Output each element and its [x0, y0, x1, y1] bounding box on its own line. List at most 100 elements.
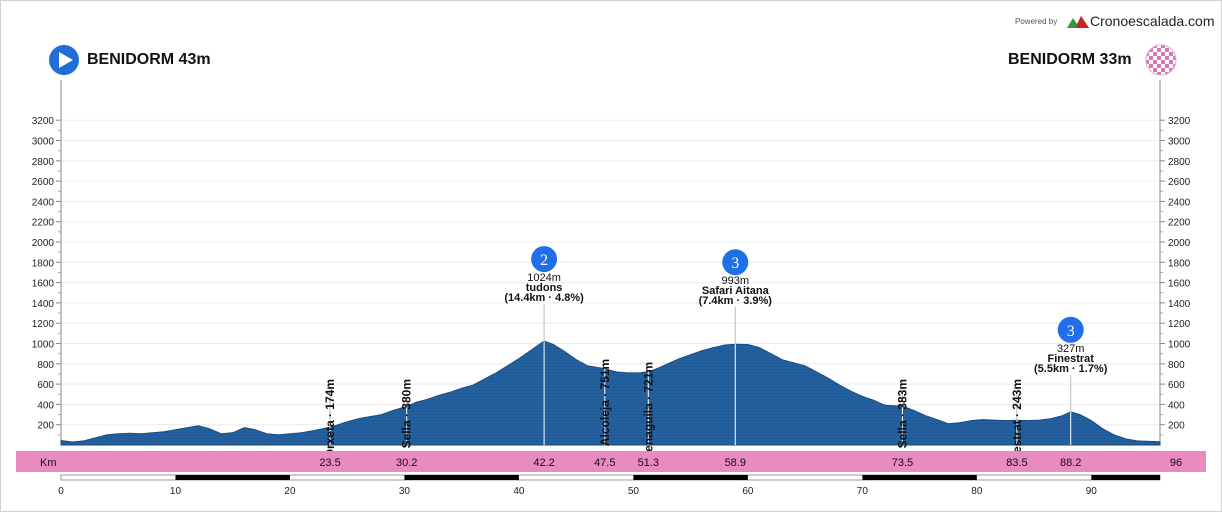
checker-square [1161, 45, 1165, 48]
y-tick-label: 1400 [1168, 299, 1191, 310]
checker-square [1149, 64, 1153, 68]
y-tick-label: 600 [37, 380, 54, 391]
checker-square [1169, 68, 1173, 72]
climb-gradient: (5.5km · 1.7%) [1034, 363, 1108, 375]
x-tick-label: 80 [971, 486, 983, 497]
checker-square [1161, 52, 1165, 56]
y-tick-label: 2600 [1168, 177, 1191, 188]
checker-square [1149, 52, 1153, 56]
km-band-value: 88.2 [1060, 457, 1081, 469]
y-tick-label: 800 [1168, 360, 1185, 371]
km-band-bar [16, 451, 1206, 472]
checker-square [1161, 72, 1165, 75]
x-tick-label: 0 [58, 486, 64, 497]
checker-square [1157, 60, 1161, 64]
y-tick-label: 1600 [1168, 279, 1191, 290]
y-tick-label: 1200 [1168, 319, 1191, 330]
y-tick-label: 3000 [32, 137, 55, 148]
waypoint-label: Alcoleja · 751m [598, 359, 612, 446]
y-tick-label: 2400 [32, 197, 55, 208]
checker-square [1153, 68, 1157, 72]
checker-square [1153, 48, 1157, 52]
powered-by-label: Powered by [1015, 17, 1058, 26]
checker-square [1165, 60, 1169, 64]
checker-square [1165, 64, 1169, 68]
checker-square [1157, 56, 1161, 60]
start-label: BENIDORM 43m [87, 51, 211, 68]
x-tick-label: 70 [857, 486, 869, 497]
y-tick-label: 3000 [1168, 137, 1191, 148]
y-tick-label: 200 [1168, 421, 1185, 432]
y-tick-label: 1400 [32, 299, 55, 310]
climb-name: Finestrat [1047, 353, 1094, 365]
checker-square [1157, 52, 1161, 56]
km-band-value: 51.3 [638, 457, 659, 469]
y-tick-label: 400 [1168, 400, 1185, 411]
checker-square [1153, 56, 1157, 60]
checker-square [1169, 60, 1173, 64]
checker-square [1169, 64, 1173, 68]
checker-square [1169, 48, 1173, 52]
x-tick-label: 60 [742, 486, 754, 497]
checker-square [1165, 56, 1169, 60]
y-tick-label: 2800 [1168, 157, 1191, 168]
checker-square [1153, 60, 1157, 64]
climb-name: Safari Aitana [702, 285, 770, 297]
waypoint-marks: Orxeta · 174m Sella · 380m Alcoleja · 751m… [323, 246, 1108, 471]
checker-square [1165, 68, 1169, 72]
climb-gradient: (7.4km · 3.9%) [699, 295, 773, 307]
waypoint-label: Finestrat · 243m [1010, 379, 1024, 471]
finish-label: BENIDORM 33m [1008, 51, 1132, 68]
km-band-value: 23.5 [319, 457, 340, 469]
km-band-axis-label: Km [40, 457, 57, 469]
climb-category-badge [722, 249, 749, 276]
km-band: Km 23.5 30.2 42.2 47.5 51.3 58.9 73.5 83.5 88.2 96 [16, 451, 1206, 472]
y-tick-label: 1000 [1168, 340, 1191, 351]
scale-bar-segment [1091, 475, 1160, 480]
checker-square [1157, 45, 1161, 48]
km-band-value: 83.5 [1006, 457, 1027, 469]
y-tick-label: 3200 [32, 116, 55, 127]
y-tick-label: 1800 [1168, 258, 1191, 269]
y-tick-label: 1000 [32, 340, 55, 351]
x-tick-label: 50 [628, 486, 640, 497]
x-tick-label: 20 [284, 486, 296, 497]
checker-square [1169, 52, 1173, 56]
km-band-value: 30.2 [396, 457, 417, 469]
scale-bar-segment [633, 475, 748, 480]
checker-square [1157, 72, 1161, 75]
x-tick-label: 30 [399, 486, 411, 497]
checker-square [1161, 64, 1165, 68]
km-band-value: 58.9 [725, 457, 746, 469]
checker-square [1169, 56, 1173, 60]
y-tick-label: 600 [1168, 380, 1185, 391]
y-tick-label: 1200 [32, 319, 55, 330]
km-band-end: 96 [1170, 457, 1182, 469]
y-tick-label: 2200 [32, 218, 55, 229]
y-tick-label: 200 [37, 421, 54, 432]
km-band-value: 73.5 [892, 457, 913, 469]
x-tick-label: 40 [513, 486, 525, 497]
checker-square [1161, 68, 1165, 72]
y-tick-label: 400 [37, 400, 54, 411]
checker-square [1161, 48, 1165, 52]
finish-flag-icon [1145, 44, 1177, 76]
checker-square [1165, 52, 1169, 56]
y-tick-label: 2600 [32, 177, 55, 188]
checker-square [1161, 56, 1165, 60]
distance-scale: 0 10 20 30 40 50 60 70 80 90 [58, 474, 1161, 497]
y-tick-label: 2400 [1168, 197, 1191, 208]
mountain-logo-icon [1067, 16, 1089, 28]
climb-elevation: 1024m [527, 272, 561, 284]
y-tick-label: 2000 [32, 238, 55, 249]
checker-square [1149, 48, 1153, 52]
x-tick-label: 90 [1086, 486, 1098, 497]
checker-square [1153, 52, 1157, 56]
checker-square [1157, 64, 1161, 68]
checker-square [1173, 56, 1176, 60]
checker-square [1146, 56, 1149, 60]
climb-elevation: 327m [1057, 343, 1085, 355]
brand-logo[interactable]: Cronoescalada.com [1067, 13, 1215, 29]
climb-name: tudons [526, 282, 563, 294]
grid-lines [61, 119, 1160, 426]
